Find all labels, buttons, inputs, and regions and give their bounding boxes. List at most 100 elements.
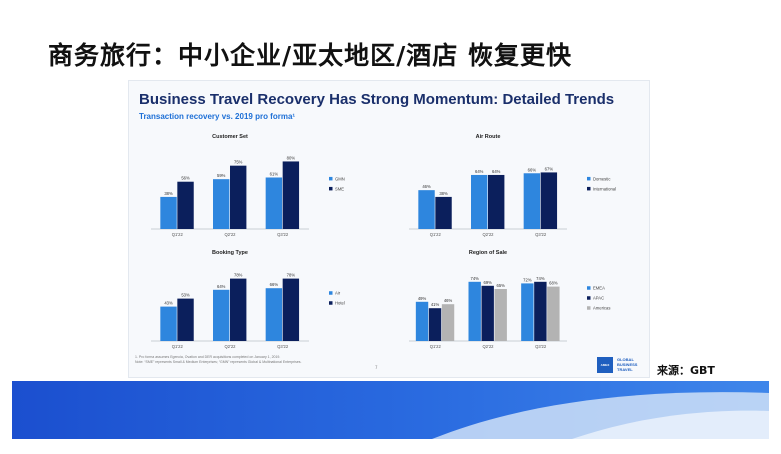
chart-customer-set: Customer Set 38% 56% Q1'22 59% 75% Q2'22 61% 80%… (151, 134, 345, 237)
bar-international (488, 174, 505, 229)
tick-label: Q1'22 (172, 232, 184, 237)
tick-label: Q3'22 (277, 232, 289, 237)
page-number: 7 (375, 365, 378, 370)
bar-international (540, 172, 558, 229)
data-label: 74% (536, 276, 545, 281)
data-label: 66% (528, 167, 537, 172)
legend-label: International (593, 186, 616, 191)
tick-label: Q1'22 (172, 344, 184, 349)
data-label: 46% (444, 298, 453, 303)
bar-international (435, 196, 452, 229)
data-label: 80% (287, 155, 296, 160)
chart-title: Air Route (476, 134, 501, 140)
bar-sme (230, 165, 247, 229)
bar-domestic (471, 174, 488, 229)
bar-americas (441, 304, 455, 341)
chart-title: Customer Set (212, 134, 248, 140)
bar-air (160, 306, 177, 341)
panel-subtitle: Transaction recovery vs. 2019 pro forma¹ (139, 112, 296, 121)
gbt-logo-icon: AMEX (597, 357, 613, 373)
data-label: 64% (492, 169, 501, 174)
chart-title: Region of Sale (469, 250, 507, 256)
footer-banner (12, 381, 769, 439)
data-label: 53% (181, 293, 190, 298)
legend-label: Air (335, 291, 341, 296)
bar-hotel (177, 298, 194, 341)
bar-hotel (230, 278, 247, 341)
tick-label: Q1'22 (430, 344, 442, 349)
data-label: 59% (217, 173, 226, 178)
legend-label: Domestic (593, 176, 610, 181)
legend-label: EMEA (593, 286, 605, 291)
data-label: 41% (431, 302, 440, 307)
bar-domestic (523, 173, 541, 229)
source-label: 来源：GBT (657, 364, 715, 377)
legend-label: GMN (335, 176, 345, 181)
data-label: 64% (475, 169, 484, 174)
tick-label: Q2'22 (224, 232, 236, 237)
bar-gmn (265, 177, 283, 229)
data-label: 68% (549, 281, 558, 286)
bar-sme (282, 161, 300, 229)
tick-label: Q2'22 (482, 344, 494, 349)
legend-swatch (329, 176, 333, 181)
bar-air (265, 288, 283, 341)
chart-air-route: Air Route 46% 38% Q1'22 64% 64% Q2'22 66% 67% Q3'… (409, 134, 616, 237)
chart-booking-type: Booking Type 43% 53% Q1'22 64% 78% Q2'22 66% 78%… (151, 250, 345, 349)
bar-apac (481, 285, 494, 341)
footnote-1: 1. Pro forma assumes Egencia, Ovation an… (135, 355, 281, 359)
data-label: 65% (497, 283, 506, 288)
chart-title: Booking Type (212, 250, 248, 256)
bar-emea (415, 301, 429, 341)
legend-label: Americas (593, 306, 610, 311)
gbt-logo-line: TRAVEL (617, 367, 633, 372)
data-label: 49% (418, 296, 427, 301)
data-label: 61% (270, 171, 279, 176)
data-label: 72% (523, 277, 532, 282)
legend-label: APAC (593, 296, 604, 301)
data-label: 56% (181, 176, 190, 181)
data-label: 69% (484, 280, 493, 285)
bar-gmn (213, 179, 230, 229)
gbt-logo-line: BUSINESS (617, 362, 638, 367)
slide-title: 商务旅行：中小企业/亚太地区/酒店 恢复更快 (48, 41, 572, 70)
data-label: 66% (270, 282, 279, 287)
bar-gmn (160, 196, 177, 229)
legend-swatch (587, 306, 591, 310)
data-label: 38% (164, 191, 173, 196)
bar-emea (468, 281, 481, 341)
bar-americas (547, 286, 560, 341)
bar-apac (534, 281, 547, 341)
chart-region-of-sale: Region of Sale 49% 41% 46% Q1'22 74% 69% 65% Q2'… (409, 250, 610, 349)
legend-swatch (587, 296, 591, 300)
legend-swatch (329, 291, 333, 295)
panel-title: Business Travel Recovery Has Strong Mome… (139, 91, 615, 108)
report-panel: Business Travel Recovery Has Strong Mome… (128, 80, 650, 378)
legend-swatch (587, 186, 591, 191)
legend-label: SME (335, 186, 344, 191)
bar-air (213, 289, 230, 341)
data-label: 64% (217, 284, 226, 289)
data-label: 78% (287, 273, 296, 278)
tick-label: Q2'22 (482, 232, 494, 237)
tick-label: Q3'22 (277, 344, 289, 349)
tick-label: Q1'22 (430, 232, 442, 237)
data-label: 74% (471, 276, 480, 281)
data-label: 46% (422, 184, 431, 189)
tick-label: Q2'22 (224, 344, 236, 349)
data-label: 38% (439, 191, 448, 196)
bar-domestic (418, 190, 435, 229)
data-label: 75% (234, 160, 243, 165)
legend-label: Hotel (335, 301, 345, 306)
footnote-2: Note: “SME” represents Small & Medium En… (135, 360, 302, 364)
legend-swatch (587, 176, 591, 181)
data-label: 43% (164, 301, 173, 306)
tick-label: Q3'22 (535, 344, 547, 349)
bar-hotel (282, 278, 300, 341)
gbt-logo-text: GLOBAL BUSINESS TRAVEL (617, 357, 651, 372)
legend-swatch (587, 286, 591, 290)
gbt-logo-line: GLOBAL (617, 357, 634, 362)
data-label: 78% (234, 273, 243, 278)
legend-swatch (329, 301, 333, 305)
data-label: 67% (545, 166, 554, 171)
